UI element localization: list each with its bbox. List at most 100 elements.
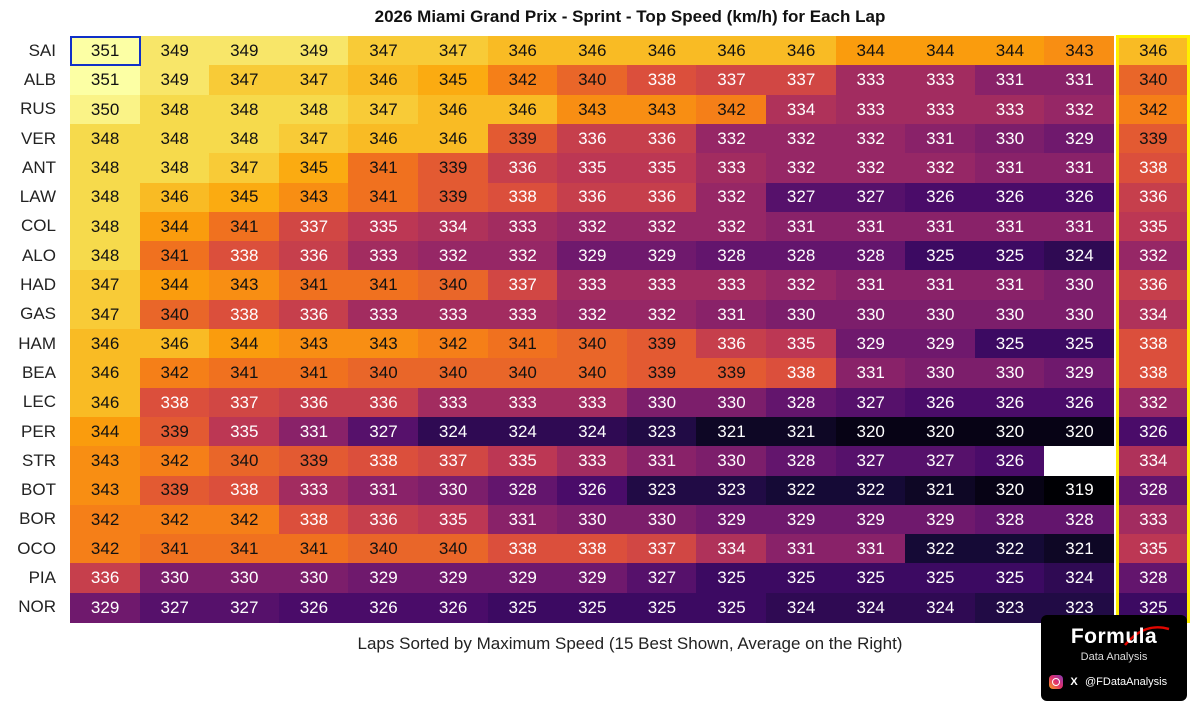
heatmap-cell: 351	[70, 36, 141, 66]
heatmap-cell: 325	[696, 592, 767, 623]
heatmap-cell: 321	[696, 416, 767, 447]
heatmap-cell: 323	[626, 475, 697, 506]
heatmap-cell: 337	[696, 65, 767, 96]
heatmap-cell: 323	[696, 475, 767, 506]
heatmap-cell: 346	[626, 36, 697, 66]
heatmap-cell: 343	[70, 475, 141, 506]
heatmap-cell: 321	[766, 416, 837, 447]
row-label: BOT	[21, 480, 56, 500]
heatmap-cell: 326	[905, 182, 976, 213]
heatmap-cell: 338	[348, 446, 419, 477]
heatmap-cell: 339	[626, 358, 697, 389]
heatmap-cell: 320	[1044, 416, 1115, 447]
average-cell: 338	[1118, 153, 1189, 184]
heatmap-cell: 332	[766, 123, 837, 154]
heatmap-cell: 331	[1044, 65, 1115, 96]
heatmap-cell: 341	[139, 534, 210, 564]
heatmap-cell: 330	[696, 387, 767, 418]
heatmap-cell: 320	[974, 475, 1045, 506]
row-label: PER	[21, 421, 56, 441]
heatmap-cell: 346	[487, 94, 558, 125]
heatmap-cell: 338	[139, 387, 210, 418]
heatmap-cell: 348	[278, 94, 349, 125]
heatmap-cell: 329	[348, 563, 419, 594]
heatmap-cell: 337	[626, 534, 697, 564]
average-cell: 328	[1118, 475, 1189, 506]
heatmap-cell: 333	[626, 270, 697, 301]
heatmap-cell: 345	[418, 65, 489, 96]
heatmap-cell: 322	[974, 534, 1045, 564]
heatmap-cell: 340	[418, 270, 489, 301]
heatmap-cell: 338	[209, 475, 280, 506]
heatmap-cell: 348	[139, 153, 210, 184]
heatmap-cell: 323	[626, 416, 697, 447]
heatmap-cell: 324	[766, 592, 837, 623]
heatmap-cell: 337	[487, 270, 558, 301]
instagram-icon[interactable]	[1049, 675, 1063, 689]
heatmap-cell: 332	[835, 123, 906, 154]
heatmap-cell: 336	[348, 387, 419, 418]
heatmap-cell: 333	[905, 65, 976, 96]
row-label: HAM	[18, 333, 56, 353]
row-label: NOR	[18, 597, 56, 617]
heatmap-cell: 324	[905, 592, 976, 623]
heatmap-cell: 332	[696, 211, 767, 242]
heatmap-cell: 342	[139, 446, 210, 477]
heatmap-cell: 348	[70, 153, 141, 184]
heatmap-cell: 341	[348, 182, 419, 213]
logo-swoosh-icon	[1124, 626, 1170, 646]
heatmap-cell: 346	[418, 123, 489, 154]
heatmap-cell: 340	[487, 358, 558, 389]
average-cell: 326	[1118, 416, 1189, 447]
heatmap-cell: 344	[139, 270, 210, 301]
heatmap-cell: 328	[835, 241, 906, 271]
heatmap-cell: 336	[278, 299, 349, 330]
heatmap-cell: 333	[835, 94, 906, 125]
heatmap-cell: 346	[348, 65, 419, 96]
heatmap-cell: 332	[696, 182, 767, 213]
heatmap-cell: 327	[209, 592, 280, 623]
heatmap-cell: 346	[139, 182, 210, 213]
heatmap-cell: 331	[278, 416, 349, 447]
average-cell: 335	[1118, 534, 1189, 564]
heatmap-cell: 336	[487, 153, 558, 184]
heatmap-cell: 326	[1044, 387, 1115, 418]
heatmap-cell: 333	[696, 270, 767, 301]
heatmap-cell: 328	[766, 241, 837, 271]
heatmap-cell: 339	[487, 123, 558, 154]
heatmap-cell: 337	[278, 211, 349, 242]
heatmap-cell: 336	[278, 241, 349, 271]
row-label: RUS	[20, 99, 56, 119]
heatmap-cell: 344	[139, 211, 210, 242]
heatmap-cell: 340	[348, 358, 419, 389]
heatmap-cell: 325	[974, 563, 1045, 594]
heatmap-cell: 335	[487, 446, 558, 477]
heatmap-cell: 339	[139, 475, 210, 506]
heatmap-cell: 348	[209, 94, 280, 125]
heatmap-cell: 340	[418, 534, 489, 564]
row-label: STR	[22, 450, 56, 470]
heatmap-cell: 329	[626, 241, 697, 271]
heatmap-cell: 334	[418, 211, 489, 242]
x-icon[interactable]: X	[1070, 676, 1078, 688]
heatmap-cell: 331	[1044, 153, 1115, 184]
heatmap-cell: 339	[626, 329, 697, 359]
heatmap-cell: 331	[835, 270, 906, 301]
heatmap-cell: 346	[766, 36, 837, 66]
heatmap-cell: 346	[696, 36, 767, 66]
heatmap-cell: 333	[905, 94, 976, 125]
heatmap-cell: 337	[209, 387, 280, 418]
row-label: LAW	[19, 187, 56, 207]
heatmap-cell: 326	[418, 592, 489, 623]
average-cell: 335	[1118, 211, 1189, 242]
heatmap-cell: 342	[696, 94, 767, 125]
heatmap-cell: 335	[626, 153, 697, 184]
heatmap-cell: 338	[278, 504, 349, 535]
heatmap-cell: 330	[905, 358, 976, 389]
heatmap-cell: 342	[70, 504, 141, 535]
heatmap-cell: 348	[139, 94, 210, 125]
heatmap-cell: 341	[278, 358, 349, 389]
row-label: VER	[21, 128, 56, 148]
average-cell: 339	[1118, 123, 1189, 154]
heatmap-cell: 333	[696, 153, 767, 184]
